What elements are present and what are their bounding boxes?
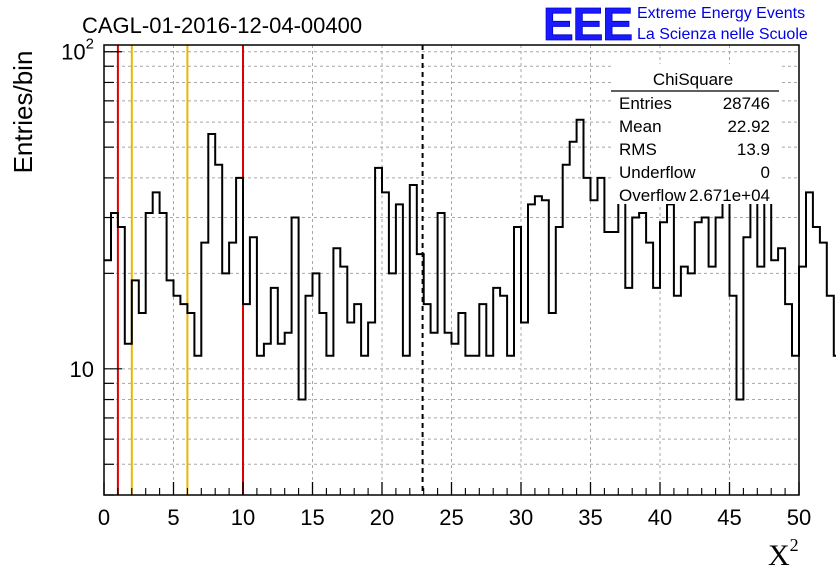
stats-value: 0 [761, 163, 770, 182]
stats-value: 28746 [723, 94, 770, 113]
x-tick-label: 5 [167, 505, 179, 530]
stats-box-background [611, 64, 779, 204]
y-tick-label-base: 10 [61, 40, 85, 65]
y-tick-label-base: 10 [70, 357, 94, 382]
stats-box-title: ChiSquare [653, 70, 733, 89]
x-tick-label: 45 [717, 505, 741, 530]
x-tick-label: 20 [370, 505, 394, 530]
x-axis-label-base: X [768, 539, 790, 572]
stats-label: Overflow [619, 186, 687, 205]
x-tick-label: 25 [439, 505, 463, 530]
x-tick-label: 0 [98, 505, 110, 530]
x-tick-label: 50 [787, 505, 811, 530]
y-tick-label: 10 [70, 357, 94, 382]
marker-lines [116, 45, 424, 495]
stats-label: Entries [619, 94, 672, 113]
stats-label: RMS [619, 140, 657, 159]
stats-rows: Entries 28746 Mean 22.92 RMS 13.9 Underflow 0 Ov… [619, 94, 770, 205]
y-tick-label-exp: 2 [86, 36, 94, 53]
stats-label: Mean [619, 117, 662, 136]
y-tick-label: 102 [61, 36, 94, 65]
x-axis-label: X2 [768, 535, 799, 572]
x-tick-label: 10 [231, 505, 255, 530]
stats-label: Underflow [619, 163, 696, 182]
x-tick-label: 35 [578, 505, 602, 530]
logo-mark: EEE [543, 0, 632, 50]
x-tick-label: 30 [509, 505, 533, 530]
chart-title: CAGL-01-2016-12-04-00400 [82, 13, 362, 38]
logo-line-2: La Scienza nelle Scuole [637, 26, 808, 43]
logo-line-1: Extreme Energy Events [637, 5, 805, 22]
y-axis-label: Entries/bin [8, 51, 38, 174]
stats-value: 22.92 [727, 117, 770, 136]
x-tick-label: 15 [300, 505, 324, 530]
stats-box: ChiSquare Entries 28746 Mean 22.92 RMS 13.9 Un… [611, 64, 779, 205]
stats-value: 2.671e+04 [689, 186, 770, 205]
x-axis-label-sup: 2 [790, 535, 799, 555]
logo: EEE Extreme Energy Events La Scienza nel… [543, 0, 808, 50]
histogram-line [104, 118, 836, 401]
stats-value: 13.9 [737, 140, 770, 159]
x-tick-label: 40 [648, 505, 672, 530]
